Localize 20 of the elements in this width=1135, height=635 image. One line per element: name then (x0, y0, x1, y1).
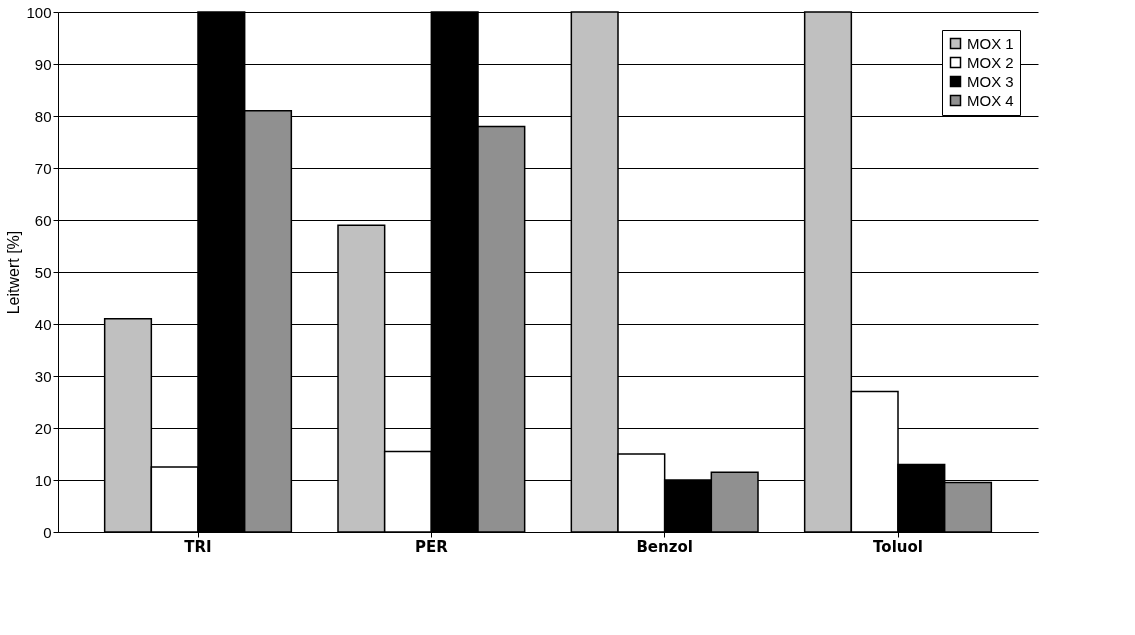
y-tick-label: 40 (34, 315, 52, 333)
y-tick-label: 30 (34, 367, 52, 385)
x-tick-label: TRI (184, 537, 212, 556)
y-tick-label: 20 (34, 419, 52, 437)
legend-label: MOX 3 (967, 72, 1014, 90)
legend-label: MOX 1 (967, 34, 1014, 52)
y-tick-label: 80 (34, 107, 52, 125)
y-axis-title: Leitwert [%] (5, 230, 23, 315)
legend-label: MOX 4 (967, 91, 1014, 109)
x-tick-label: Toluol (873, 537, 923, 556)
y-tick-label: 50 (34, 263, 52, 281)
y-tick-label: 100 (26, 3, 52, 21)
y-tick-label: 0 (43, 523, 52, 541)
y-tick-label: 90 (34, 55, 52, 73)
y-tick-label: 60 (34, 211, 52, 229)
x-tick-label: PER (414, 537, 449, 556)
y-tick-label: 70 (34, 159, 52, 177)
y-tick-label: 10 (34, 471, 52, 489)
x-tick-label: Benzol (636, 537, 693, 556)
legend-label: MOX 2 (967, 53, 1014, 71)
